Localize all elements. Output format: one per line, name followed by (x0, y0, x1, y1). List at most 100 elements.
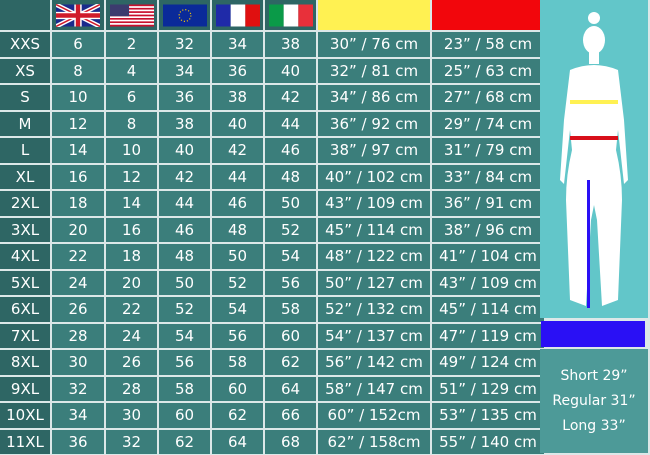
cell-uk: 26 (52, 297, 104, 322)
cell-waist: 51” / 129 cm (432, 376, 544, 401)
cell-eu: 54 (159, 323, 210, 348)
cell-hip: 52” / 132 cm (318, 297, 430, 322)
cell-hip: 38” / 97 cm (318, 138, 430, 163)
cell-fr: 40 (212, 111, 263, 136)
italy-flag-icon (268, 4, 313, 26)
cell-fr: 56 (212, 323, 263, 348)
cell-us: 10 (106, 138, 157, 163)
cell-us: 2 (106, 32, 157, 57)
cell-hip: 40” / 102 cm (318, 164, 430, 189)
body-silhouette-icon (560, 12, 628, 308)
cell-eu: 62 (159, 429, 210, 454)
cell-size: XS (0, 58, 50, 83)
cell-size: 5XL (0, 270, 50, 295)
cell-waist: 27” / 68 cm (432, 85, 544, 110)
cell-hip: 62” / 158cm (318, 429, 430, 454)
cell-uk: 22 (52, 244, 104, 269)
cell-it: 68 (265, 429, 316, 454)
cell-eu: 36 (159, 85, 210, 110)
cell-fr: 46 (212, 191, 263, 216)
cell-eu: 56 (159, 350, 210, 375)
cell-fr: 64 (212, 429, 263, 454)
cell-size: M (0, 111, 50, 136)
cell-us: 22 (106, 297, 157, 322)
cell-waist: 25” / 63 cm (432, 58, 544, 83)
cell-eu: 32 (159, 32, 210, 57)
cell-hip: 58” / 147 cm (318, 376, 430, 401)
size-chart-table: XXS 6 2 32 34 38 30” / 76 cm 23” / 58 cm XS 8 4 34 3… (0, 0, 544, 454)
cell-it: 66 (265, 403, 316, 428)
header-uk (52, 0, 104, 30)
cell-it: 46 (265, 138, 316, 163)
header-italy (265, 0, 316, 30)
header-france (212, 0, 263, 30)
cell-size: 8XL (0, 350, 50, 375)
cell-size: XXS (0, 32, 50, 57)
header-us (106, 0, 157, 30)
cell-size: 2XL (0, 191, 50, 216)
cell-fr: 62 (212, 403, 263, 428)
waist-line (570, 136, 618, 140)
cell-uk: 10 (52, 85, 104, 110)
length-short: Short 29” (560, 367, 628, 384)
cell-hip: 48” / 122 cm (318, 244, 430, 269)
cell-uk: 16 (52, 164, 104, 189)
cell-it: 42 (265, 85, 316, 110)
cell-waist: 38” / 96 cm (432, 217, 544, 242)
cell-us: 4 (106, 58, 157, 83)
cell-size: XL (0, 164, 50, 189)
cell-size: 10XL (0, 403, 50, 428)
cell-hip: 34” / 86 cm (318, 85, 430, 110)
cell-it: 54 (265, 244, 316, 269)
cell-eu: 50 (159, 270, 210, 295)
cell-uk: 20 (52, 217, 104, 242)
cell-uk: 18 (52, 191, 104, 216)
cell-fr: 44 (212, 164, 263, 189)
cell-waist: 23” / 58 cm (432, 32, 544, 57)
cell-fr: 48 (212, 217, 263, 242)
cell-eu: 42 (159, 164, 210, 189)
cell-us: 18 (106, 244, 157, 269)
cell-hip: 54” / 137 cm (318, 323, 430, 348)
body-figure-panel (540, 0, 648, 318)
cell-fr: 42 (212, 138, 263, 163)
cell-size: S (0, 85, 50, 110)
inseam-line (587, 180, 590, 308)
length-color-bar (541, 321, 645, 347)
cell-it: 50 (265, 191, 316, 216)
eu-flag-icon (162, 4, 207, 26)
cell-fr: 52 (212, 270, 263, 295)
hip-line (570, 100, 618, 104)
cell-eu: 48 (159, 244, 210, 269)
cell-uk: 12 (52, 111, 104, 136)
cell-eu: 34 (159, 58, 210, 83)
cell-fr: 54 (212, 297, 263, 322)
cell-uk: 8 (52, 58, 104, 83)
cell-us: 26 (106, 350, 157, 375)
cell-waist: 49” / 124 cm (432, 350, 544, 375)
cell-it: 40 (265, 58, 316, 83)
cell-eu: 44 (159, 191, 210, 216)
header-waist-color (432, 0, 544, 30)
cell-us: 14 (106, 191, 157, 216)
cell-size: 9XL (0, 376, 50, 401)
cell-waist: 53” / 135 cm (432, 403, 544, 428)
length-regular: Regular 31” (552, 392, 636, 409)
cell-eu: 46 (159, 217, 210, 242)
header-eu (159, 0, 210, 30)
cell-us: 30 (106, 403, 157, 428)
cell-it: 44 (265, 111, 316, 136)
cell-hip: 30” / 76 cm (318, 32, 430, 57)
cell-uk: 6 (52, 32, 104, 57)
cell-eu: 52 (159, 297, 210, 322)
cell-it: 64 (265, 376, 316, 401)
cell-size: 7XL (0, 323, 50, 348)
cell-uk: 28 (52, 323, 104, 348)
cell-it: 58 (265, 297, 316, 322)
cell-uk: 34 (52, 403, 104, 428)
cell-fr: 38 (212, 85, 263, 110)
cell-size: 4XL (0, 244, 50, 269)
cell-eu: 38 (159, 111, 210, 136)
cell-waist: 45” / 114 cm (432, 297, 544, 322)
cell-fr: 60 (212, 376, 263, 401)
